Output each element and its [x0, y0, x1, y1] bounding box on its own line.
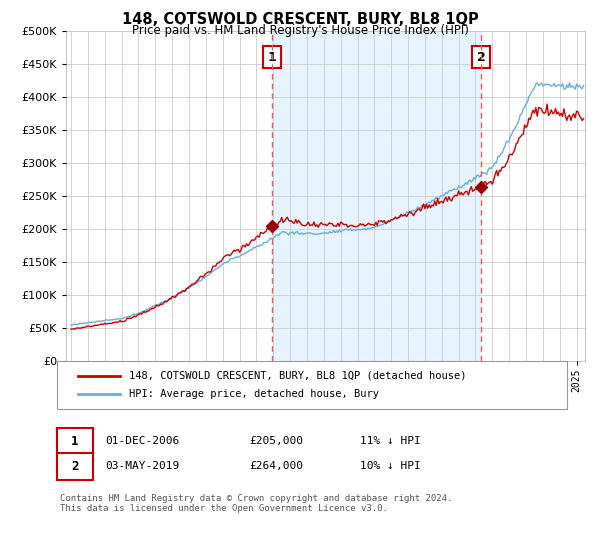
Text: 03-MAY-2019: 03-MAY-2019 — [105, 461, 179, 472]
Text: Price paid vs. HM Land Registry's House Price Index (HPI): Price paid vs. HM Land Registry's House … — [131, 24, 469, 36]
Bar — [272, 31, 481, 361]
Text: £205,000: £205,000 — [249, 436, 303, 446]
Text: 2: 2 — [71, 460, 79, 473]
Text: 01-DEC-2006: 01-DEC-2006 — [105, 436, 179, 446]
Text: 2: 2 — [477, 51, 485, 64]
Text: 1: 1 — [71, 435, 79, 448]
Text: 11% ↓ HPI: 11% ↓ HPI — [360, 436, 421, 446]
Text: 1: 1 — [268, 51, 276, 64]
Text: Contains HM Land Registry data © Crown copyright and database right 2024.
This d: Contains HM Land Registry data © Crown c… — [60, 494, 452, 514]
Text: HPI: Average price, detached house, Bury: HPI: Average price, detached house, Bury — [129, 389, 379, 399]
Text: 148, COTSWOLD CRESCENT, BURY, BL8 1QP: 148, COTSWOLD CRESCENT, BURY, BL8 1QP — [122, 12, 478, 27]
Text: 148, COTSWOLD CRESCENT, BURY, BL8 1QP (detached house): 148, COTSWOLD CRESCENT, BURY, BL8 1QP (d… — [129, 371, 467, 381]
Text: 10% ↓ HPI: 10% ↓ HPI — [360, 461, 421, 472]
Text: £264,000: £264,000 — [249, 461, 303, 472]
